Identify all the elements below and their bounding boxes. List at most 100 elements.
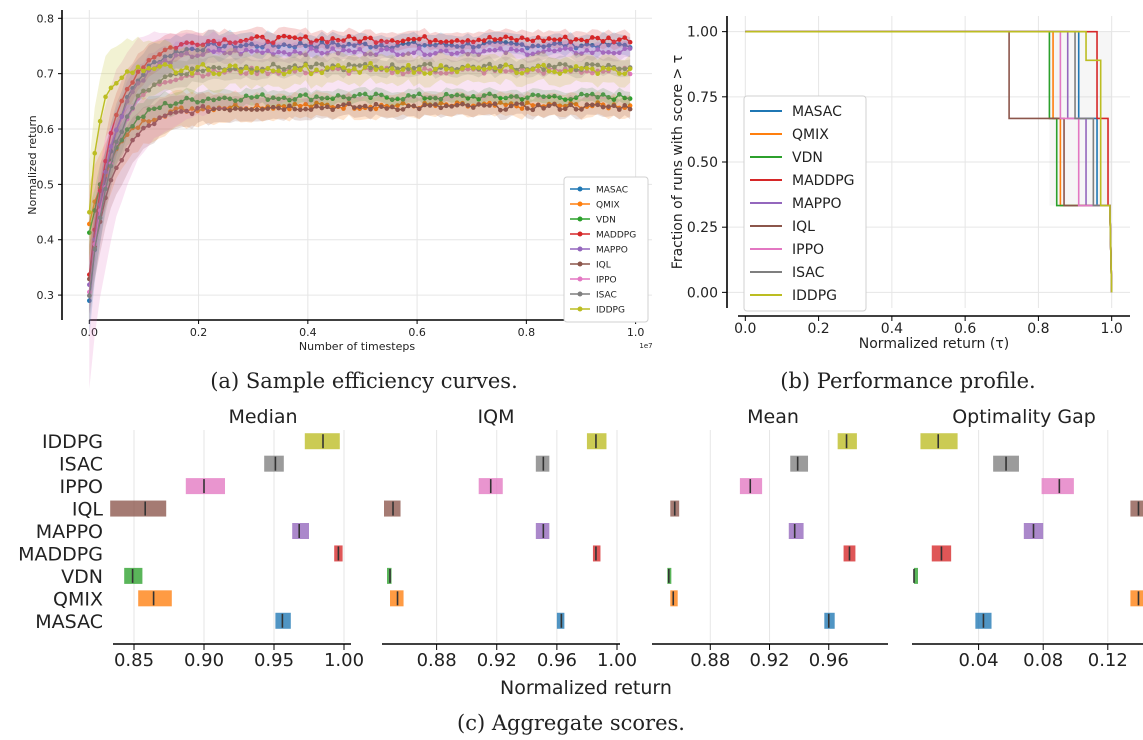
a-point-qmix: [281, 104, 287, 109]
a-point-iddpg: [173, 70, 179, 76]
a-point-iql: [119, 157, 125, 163]
a-point-iql: [341, 102, 346, 107]
c-category-label: MAPPO: [36, 521, 103, 543]
c-tick-label: 0.96: [809, 650, 849, 671]
a-point-iql: [562, 106, 568, 112]
a-point-maddpg: [200, 42, 206, 48]
a-point-ippo: [205, 72, 211, 77]
a-point-iddpg: [562, 68, 568, 74]
a-point-maddpg: [97, 188, 103, 194]
a-point-qmix: [400, 100, 406, 106]
a-point-mappo: [568, 46, 573, 52]
a-point-maddpg: [222, 37, 227, 42]
a-point-masac: [617, 41, 622, 47]
a-point-maddpg: [178, 42, 184, 47]
a-point-masac: [460, 44, 465, 49]
a-point-iql: [460, 101, 465, 107]
a-point-masac: [514, 41, 519, 47]
b-legend: [743, 95, 867, 312]
a-point-vdn: [433, 95, 438, 101]
a-point-iddpg: [92, 150, 98, 156]
a-point-ippo: [535, 68, 541, 73]
a-point-vdn: [579, 91, 584, 97]
a-point-mappo: [508, 46, 514, 52]
a-point-qmix: [530, 103, 536, 108]
a-legend-marker: [577, 216, 583, 222]
a-point-maddpg: [249, 36, 254, 41]
a-point-mappo: [173, 53, 179, 58]
a-point-vdn: [443, 91, 449, 97]
a-point-maddpg: [525, 37, 530, 42]
a-point-vdn: [562, 97, 568, 102]
a-point-mappo: [454, 50, 460, 56]
a-point-ippo: [173, 77, 179, 83]
a-ytick-label: 0.4: [37, 234, 55, 247]
a-point-qmix: [503, 102, 509, 108]
a-point-qmix: [173, 106, 179, 111]
a-point-masac: [546, 43, 552, 48]
a-point-maddpg: [487, 34, 492, 40]
a-point-qmix: [627, 103, 633, 108]
a-point-iddpg: [227, 63, 233, 69]
c-tick-label: 0.88: [417, 650, 457, 671]
a-point-vdn: [281, 95, 287, 101]
a-band-mappo: [89, 38, 631, 314]
a-point-qmix: [146, 119, 152, 124]
a-point-maddpg: [330, 36, 335, 41]
a-point-mappo: [205, 48, 211, 53]
a-point-maddpg: [341, 38, 346, 43]
a-point-vdn: [211, 97, 217, 103]
a-point-vdn: [384, 95, 390, 100]
a-point-iql: [465, 103, 471, 108]
a-point-masac: [530, 43, 536, 49]
a-point-masac: [303, 43, 308, 49]
a-point-mappo: [519, 47, 525, 53]
a-legend-label: MASAC: [596, 186, 628, 196]
a-point-maddpg: [519, 35, 525, 41]
a-point-masac: [406, 41, 411, 47]
a-point-maddpg: [173, 45, 179, 51]
a-point-vdn: [406, 93, 411, 98]
a-point-iddpg: [249, 70, 254, 75]
a-point-vdn: [254, 94, 260, 100]
a-point-maddpg: [227, 40, 233, 46]
b-legend-label: IQL: [792, 219, 815, 235]
a-point-isac: [346, 62, 352, 67]
a-point-vdn: [260, 92, 265, 97]
a-point-qmix: [319, 102, 325, 107]
a-point-masac: [195, 47, 200, 53]
a-point-ippo: [400, 71, 406, 77]
a-ytick-label: 0.8: [37, 12, 55, 25]
a-point-iql: [135, 132, 141, 138]
a-point-vdn: [422, 96, 427, 101]
a-xtick-label: 0.2: [190, 326, 208, 339]
a-point-vdn: [535, 92, 541, 98]
a-point-iql: [487, 103, 492, 108]
a-point-isac: [146, 87, 152, 93]
a-band-iql: [89, 91, 631, 314]
a-point-mappo: [119, 114, 125, 120]
a-point-iql: [189, 111, 195, 117]
a-point-iql: [211, 106, 217, 112]
a-point-mappo: [481, 48, 487, 54]
a-point-vdn: [324, 95, 330, 101]
a-point-vdn: [168, 103, 173, 109]
a-point-iql: [395, 107, 400, 113]
a-point-iddpg: [162, 62, 168, 67]
a-band-iddpg: [89, 36, 631, 261]
a-point-isac: [184, 72, 189, 77]
a-point-mappo: [557, 47, 563, 53]
a-point-mappo: [135, 80, 141, 86]
a-point-iql: [568, 102, 573, 108]
a-point-masac: [622, 42, 628, 48]
a-point-iql: [238, 106, 244, 112]
a-point-mappo: [330, 46, 335, 51]
a-point-iddpg: [265, 66, 271, 71]
a-legend-marker: [577, 276, 583, 282]
a-point-mappo: [357, 46, 363, 52]
a-point-maddpg: [595, 35, 600, 41]
a-point-masac: [297, 40, 303, 46]
a-xtick-label: 0.6: [408, 326, 426, 339]
a-point-iql: [406, 103, 411, 109]
